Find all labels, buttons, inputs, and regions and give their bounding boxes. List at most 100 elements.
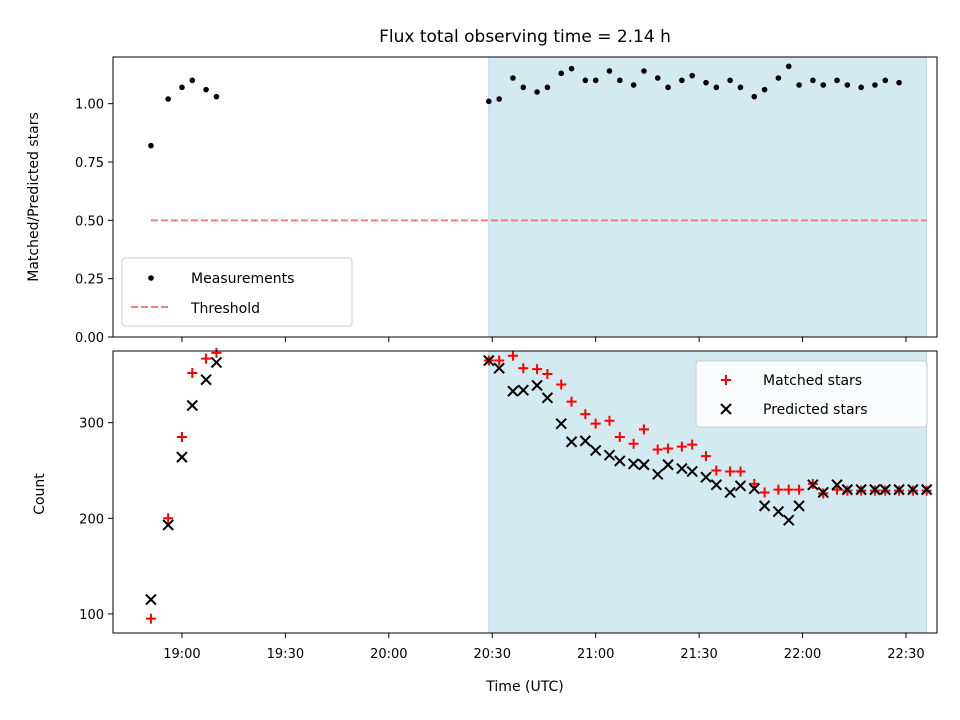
legend-measurements-marker <box>148 275 154 281</box>
measurement-point <box>165 96 171 102</box>
predicted-star-point <box>210 356 223 369</box>
measurement-point <box>737 84 744 91</box>
matched-star-point <box>518 363 529 374</box>
measurement-point <box>148 142 154 149</box>
predicted-star-point <box>662 459 674 471</box>
predicted-star-point <box>565 436 578 448</box>
predicted-star-point <box>493 362 505 374</box>
predicted-star-point <box>772 505 785 518</box>
measurement-point <box>858 84 864 91</box>
matched-star-point <box>614 432 625 443</box>
top-panel: 0.00 0.25 0.50 0.75 1.00 Measurements Threshol… <box>75 56 938 346</box>
matched-star-point <box>580 409 591 420</box>
matched-star-point <box>725 466 736 477</box>
y-tick-label: 100 <box>79 608 104 623</box>
predicted-star-point <box>555 417 567 430</box>
measurement-point <box>558 70 565 77</box>
matched-star-point <box>711 465 722 476</box>
predicted-star-point <box>176 451 188 463</box>
x-axis-label: Time (UTC) <box>485 679 563 695</box>
measurement-point <box>872 82 878 88</box>
measurement-point <box>820 82 827 88</box>
predicted-star-point <box>627 458 640 470</box>
predicted-star-point <box>652 468 664 481</box>
predicted-star-point <box>724 486 736 499</box>
predicted-star-point <box>531 379 543 392</box>
legend-predicted-marker <box>720 403 732 415</box>
legend-matched-marker <box>721 375 731 385</box>
measurement-point <box>189 77 196 84</box>
x-tick-label: 22:30 <box>887 647 924 662</box>
measurement-point <box>665 84 671 91</box>
matched-star-point <box>652 444 663 455</box>
predicted-star-point <box>589 444 602 457</box>
matched-star-point <box>783 484 794 495</box>
measurement-point <box>568 65 575 72</box>
measurement-point <box>520 84 527 91</box>
matched-star-point <box>556 379 567 390</box>
y-tick-label: 0.25 <box>75 273 104 288</box>
matched-star-point <box>494 355 505 366</box>
predicted-star-point <box>686 465 698 478</box>
bottom-axes-frame <box>112 350 938 634</box>
predicted-star-point <box>879 483 891 496</box>
predicted-star-point <box>869 483 881 496</box>
x-tick-label: 21:30 <box>680 647 717 662</box>
measurement-point <box>485 98 492 105</box>
measurement-point <box>703 79 709 86</box>
measurement-point <box>882 77 889 84</box>
matched-star-point <box>566 396 577 407</box>
matched-star-point <box>773 484 784 495</box>
y-tick-label: 0.50 <box>75 214 104 229</box>
matched-star-point <box>201 353 212 364</box>
measurement-point <box>641 68 647 74</box>
matched-star-point <box>687 439 698 450</box>
measurement-point <box>582 77 589 84</box>
predicted-star-point <box>807 479 819 491</box>
y-tick-label: 0.00 <box>75 331 104 346</box>
predicted-star-point <box>614 455 626 467</box>
matched-star-point <box>794 484 805 495</box>
matched-star-point <box>145 613 156 624</box>
legend-matched-label: Matched stars <box>763 373 862 389</box>
y-tick-label: 300 <box>79 417 104 432</box>
predicted-star-point <box>734 480 747 492</box>
predicted-star-point <box>893 483 905 496</box>
predicted-star-point <box>907 483 919 496</box>
x-tick-label: 19:30 <box>267 647 304 662</box>
legend-predicted-label: Predicted stars <box>763 402 868 418</box>
matched-star-point <box>176 432 187 443</box>
matched-star-point <box>676 441 687 452</box>
top-legend-box <box>121 257 353 327</box>
measurement-point <box>775 75 782 81</box>
measurement-point <box>654 75 661 81</box>
measurement-point <box>796 82 802 88</box>
y-tick-label: 1.00 <box>75 98 104 113</box>
y-tick-label: 0.75 <box>75 156 104 171</box>
predicted-star-point <box>186 399 199 412</box>
measurement-point <box>751 93 758 100</box>
top-axes-frame <box>112 56 938 338</box>
measurement-point <box>785 63 792 70</box>
matched-star-point <box>759 487 770 498</box>
measurement-point <box>179 84 185 91</box>
predicted-star-point <box>920 483 933 496</box>
measurement-point <box>679 77 685 84</box>
measurement-point <box>510 75 516 81</box>
matched-star-point <box>628 438 639 449</box>
measurement-point <box>617 77 623 84</box>
matched-star-point <box>832 484 843 495</box>
predicted-star-point <box>145 593 157 606</box>
measurement-point <box>689 72 696 79</box>
matched-star-point <box>663 443 674 454</box>
predicted-star-point <box>200 373 212 386</box>
predicted-star-point <box>817 486 829 499</box>
predicted-star-point <box>517 384 529 396</box>
matched-star-point <box>638 424 649 435</box>
matched-star-point <box>701 451 712 462</box>
measurement-point <box>534 89 540 95</box>
predicted-star-point <box>603 449 616 461</box>
matched-star-point <box>604 415 615 426</box>
predicted-star-point <box>162 519 174 531</box>
